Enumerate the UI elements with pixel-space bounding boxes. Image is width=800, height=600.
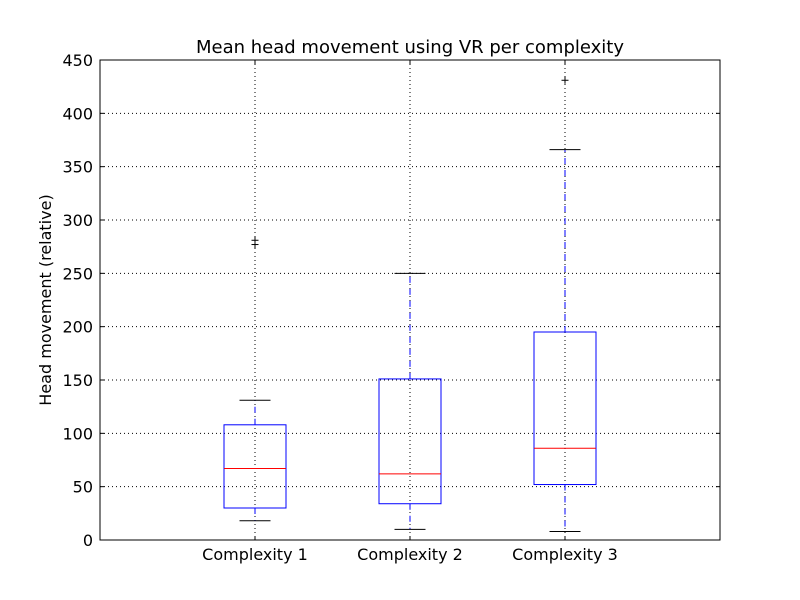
y-tick-label: 350 bbox=[62, 158, 93, 177]
outlier-marker bbox=[251, 236, 259, 244]
box-2 bbox=[378, 272, 442, 530]
y-tick-label: 250 bbox=[62, 264, 93, 283]
tick-layer: 0 50 100 150 200 250 300 350 400 450 Complexity 1 C… bbox=[62, 51, 720, 564]
y-tick-label: 200 bbox=[62, 318, 93, 337]
box-layer bbox=[223, 76, 597, 532]
grid-layer bbox=[100, 60, 720, 540]
y-tick-label: 100 bbox=[62, 424, 93, 443]
y-tick-label: 400 bbox=[62, 104, 93, 123]
chart-title: Mean head movement using VR per complexi… bbox=[196, 37, 624, 58]
y-tick-label: 0 bbox=[83, 531, 93, 550]
y-tick-label: 450 bbox=[62, 51, 93, 70]
iqr-box bbox=[223, 424, 287, 509]
x-tick-label: Complexity 2 bbox=[357, 545, 463, 564]
box-3 bbox=[533, 76, 597, 532]
y-tick-label: 300 bbox=[62, 211, 93, 230]
outlier-marker bbox=[561, 76, 569, 84]
box-1 bbox=[223, 236, 287, 522]
y-tick-label: 150 bbox=[62, 371, 93, 390]
y-tick-label: 50 bbox=[73, 478, 93, 497]
y-axis-label: Head movement (relative) bbox=[36, 194, 55, 405]
x-tick-label: Complexity 1 bbox=[202, 545, 308, 564]
iqr-box bbox=[378, 378, 442, 505]
iqr-box bbox=[533, 331, 597, 486]
x-tick-label: Complexity 3 bbox=[512, 545, 618, 564]
